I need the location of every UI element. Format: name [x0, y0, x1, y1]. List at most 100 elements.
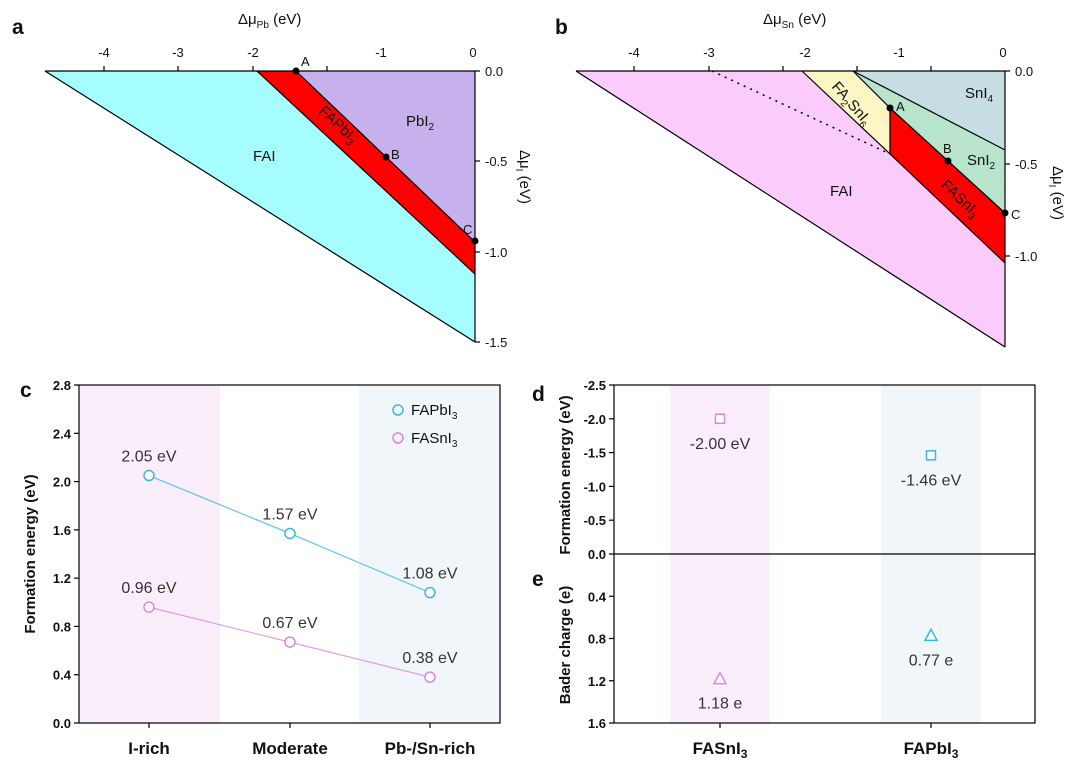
d-ytick-label: -1.5 [584, 446, 606, 461]
point-fasni3 [143, 601, 155, 613]
c-x-axis: I-rich Moderate Pb-/Sn-rich [128, 723, 475, 758]
d-ytick-label: -2.0 [584, 412, 606, 427]
c-ytick-label: 1.2 [53, 571, 71, 586]
c-ytick-label: 2.4 [53, 426, 72, 441]
d-data-label: -2.00 eV [690, 436, 751, 453]
d-y-axis: -2.5 -2.0 -1.5 -1.0 -0.5 0.0 [584, 378, 614, 562]
label-fai-a: FAI [253, 148, 276, 165]
c-ytick-label: 2.0 [53, 475, 71, 490]
a-xtick-0: -4 [98, 45, 110, 60]
point-a-a [292, 67, 300, 75]
i-rich-band [79, 385, 220, 723]
point-fapbi3 [143, 469, 155, 482]
a-xtick-4: 0 [469, 45, 476, 60]
panel-c-letter: c [20, 379, 32, 402]
c-marks: 2.05 eV 1.57 eV 1.08 eV 0.96 eV 0.67 eV 0.38 … [121, 449, 458, 683]
panel-a-letter: a [12, 16, 24, 39]
point-b-a [886, 104, 894, 112]
a-point-label-a: A [301, 54, 310, 69]
e-point-fasni3 [712, 671, 728, 685]
c-xtick-label: I-rich [128, 739, 170, 758]
legend-fasni3-label: FASnI3 [411, 430, 458, 450]
b-ylabel: ΔμI (eV) [1046, 166, 1066, 220]
a-ytick-2: -1.0 [485, 245, 507, 260]
b-point-label-b: B [943, 141, 952, 156]
point-fasni3 [424, 671, 436, 683]
region-fasni3 [890, 108, 1005, 263]
e-xtick-fapbi3: FAPbI3 [904, 739, 959, 761]
d-ytick-label: -0.5 [584, 513, 606, 528]
data-label-fapbi3: 1.57 eV [262, 506, 317, 523]
data-label-fapbi3: 2.05 eV [121, 449, 176, 466]
a-ytick-0: 0.0 [485, 64, 503, 79]
a-xtick-1: -3 [172, 45, 184, 60]
point-fasni3 [284, 636, 296, 648]
a-point-label-b: B [391, 147, 400, 162]
e-y-axis: 0.4 0.8 1.2 1.6 [588, 589, 614, 731]
a-xtick-2: -2 [247, 45, 259, 60]
d-ytick-label: 0.0 [588, 547, 606, 562]
a-xlabel: ΔμPb (eV) [238, 11, 301, 31]
b-point-label-c: C [1011, 207, 1020, 222]
d-point-fasni3 [714, 413, 726, 425]
d-data-label: -1.46 eV [901, 472, 962, 489]
point-b-c [1001, 209, 1009, 217]
c-ytick-label: 2.8 [53, 378, 71, 393]
data-label-fapbi3: 1.08 eV [402, 566, 457, 583]
b-xtick-2: -2 [799, 45, 811, 60]
a-ylabel: ΔμI (eV) [513, 150, 533, 204]
d-ytick-label: -2.5 [584, 378, 606, 393]
a-ytick-3: -1.5 [485, 335, 507, 350]
c-ytick-label: 0.0 [53, 716, 71, 731]
label-sni4: SnI4 [965, 85, 994, 105]
a-point-label-c: C [463, 222, 472, 237]
label-fai-b: FAI [830, 183, 853, 200]
label-sni2: SnI2 [967, 152, 996, 172]
legend-fapbi3-label: FAPbI3 [411, 402, 458, 422]
panel-d-letter: d [532, 383, 545, 406]
c-ytick-label: 1.6 [53, 523, 71, 538]
e-ytick-label: 0.8 [588, 632, 606, 647]
data-label-fasni3: 0.96 eV [121, 580, 176, 597]
point-a-c [471, 237, 479, 245]
d-ytick-label: -1.0 [584, 479, 606, 494]
c-y-axis: 0.0 0.4 0.8 1.2 1.6 2.0 2.4 2.8 [53, 378, 79, 731]
data-label-fasni3: 0.38 eV [402, 650, 457, 667]
panel-c: c 0.0 0.4 0.8 1.2 1.6 2.0 2.4 2.8 Formation ene… [20, 378, 501, 758]
panel-b-letter: b [555, 16, 568, 39]
point-fapbi3 [284, 527, 296, 540]
b-xtick-0: -4 [628, 45, 640, 60]
b-xtick-1: -3 [703, 45, 715, 60]
d-point-fapbi3 [925, 450, 937, 461]
panel-de: d e -2.5 -2.0 -1.5 -1.0 -0.5 0.0 0.4 0.8 1.2 1.6… [532, 378, 1036, 761]
e-ytick-label: 1.2 [588, 674, 606, 689]
point-b-b [944, 157, 952, 165]
e-ytick-label: 1.6 [588, 716, 606, 731]
c-xtick-label: Pb-/Sn-rich [385, 739, 476, 758]
c-ylabel: Formation energy (eV) [22, 474, 39, 633]
label-pbi2: PbI2 [406, 113, 435, 133]
e-point-fapbi3 [923, 627, 939, 642]
b-ytick-1: -0.5 [1015, 157, 1037, 172]
panel-a: a -4 -3 -2 -1 0 ΔμPb (eV) 0.0 -0.5 -1.0 … [12, 11, 533, 350]
c-ytick-label: 0.4 [53, 668, 72, 683]
fai-extension-dotted-line [711, 70, 891, 155]
e-data-label: 1.18 e [698, 696, 743, 713]
c-xtick-label: Moderate [252, 739, 328, 758]
b-xtick-4: 0 [999, 45, 1006, 60]
pb-sn-rich-band [359, 385, 500, 723]
legend-fapbi3-marker [392, 404, 404, 416]
b-xtick-3: -1 [893, 45, 905, 60]
e-data-label: 0.77 e [909, 652, 954, 669]
de-marks: -2.00 eV -1.46 eV 1.18 e 0.77 e [690, 413, 962, 728]
e-ytick-label: 0.4 [588, 589, 607, 604]
point-a-b [382, 153, 390, 161]
data-label-fasni3: 0.67 eV [262, 615, 317, 632]
b-ytick-0: 0.0 [1015, 64, 1033, 79]
a-xtick-3: -1 [375, 45, 387, 60]
b-point-label-a: A [896, 99, 905, 114]
panel-e-letter: e [532, 568, 544, 591]
panel-b: b -4 -3 -2 -1 0 ΔμSn (eV) 0.0 [555, 11, 1066, 348]
a-ytick-1: -0.5 [485, 154, 507, 169]
